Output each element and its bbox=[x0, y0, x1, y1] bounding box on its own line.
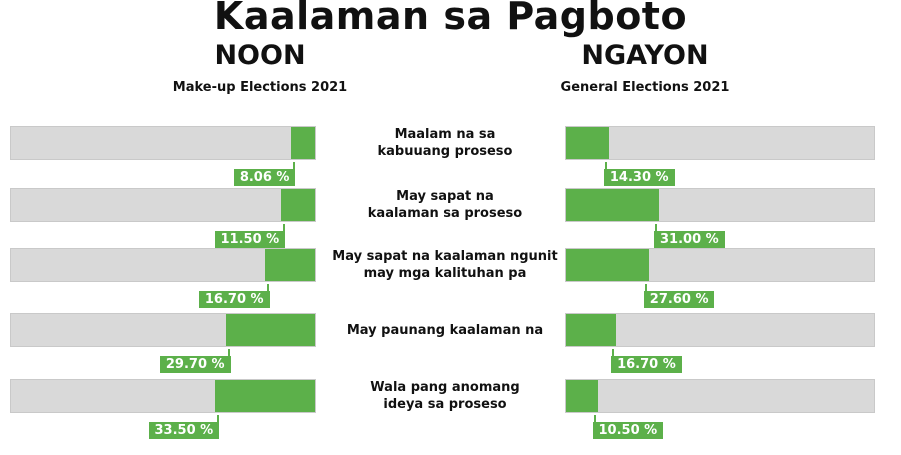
chart-title: Kaalaman sa Pagboto bbox=[213, 0, 688, 38]
ngayon-label-pointer bbox=[593, 415, 596, 423]
noon-bar bbox=[264, 249, 315, 281]
category-label: May paunang kaalaman na bbox=[320, 322, 570, 339]
category-label-line: May sapat na kaalaman ngunit bbox=[332, 249, 558, 264]
noon-bar-track bbox=[10, 188, 316, 222]
noon-label-pointer bbox=[266, 284, 269, 292]
ngayon-label-pointer bbox=[604, 162, 607, 170]
category-label-line: ideya sa proseso bbox=[383, 397, 507, 412]
category-label-line: Wala pang anomang bbox=[370, 380, 520, 395]
category-label: Wala pang anomang ideya sa proseso bbox=[320, 379, 570, 413]
ngayon-label-pointer bbox=[655, 224, 657, 232]
category-label: May sapat na kaalaman sa proseso bbox=[320, 188, 570, 222]
ngayon-bar-track bbox=[565, 188, 875, 222]
left-panel-subtitle: Make-up Elections 2021 bbox=[172, 80, 348, 95]
ngayon-bar-track bbox=[565, 313, 875, 347]
noon-label-pointer bbox=[227, 349, 230, 357]
ngayon-bar bbox=[566, 189, 659, 221]
ngayon-label-pointer bbox=[644, 284, 647, 292]
noon-label-pointer bbox=[282, 224, 285, 232]
noon-bar-track bbox=[10, 248, 316, 282]
right-panel-title: NGAYON bbox=[581, 40, 709, 71]
ngayon-value-label: 31.00 % bbox=[654, 231, 725, 248]
ngayon-bar bbox=[566, 127, 609, 159]
noon-bar-track bbox=[10, 313, 316, 347]
ngayon-bar-track bbox=[565, 248, 875, 282]
noon-bar-track bbox=[10, 126, 316, 160]
noon-bar bbox=[280, 189, 315, 221]
ngayon-value-label: 14.30 % bbox=[603, 169, 675, 186]
ngayon-value-label: 10.50 % bbox=[592, 422, 664, 439]
category-label: May sapat na kaalaman ngunit may mga kali… bbox=[320, 248, 570, 282]
ngayon-bar bbox=[566, 314, 617, 346]
category-label-line: may mga kalituhan pa bbox=[363, 266, 527, 281]
right-panel-subtitle: General Elections 2021 bbox=[560, 80, 730, 95]
category-label-line: Maalam na sa bbox=[394, 127, 496, 142]
ngayon-bar bbox=[566, 249, 649, 281]
ngayon-value-label: 27.60 % bbox=[643, 291, 715, 308]
ngayon-bar-track bbox=[565, 126, 875, 160]
noon-value-label: 8.06 % bbox=[233, 169, 296, 186]
category-label-line: May sapat na bbox=[396, 189, 494, 204]
ngayon-bar-track bbox=[565, 379, 875, 413]
ngayon-label-pointer bbox=[612, 349, 615, 357]
noon-label-pointer bbox=[216, 415, 219, 423]
category-label-line: kabuuang proseso bbox=[377, 144, 513, 159]
noon-bar bbox=[225, 314, 315, 346]
ngayon-value-label: 16.70 % bbox=[611, 356, 682, 373]
category-label: Maalam na sa kabuuang proseso bbox=[320, 126, 570, 160]
noon-value-label: 11.50 % bbox=[214, 231, 286, 248]
noon-value-label: 16.70 % bbox=[198, 291, 270, 308]
noon-bar bbox=[214, 380, 315, 412]
category-label-line: kaalaman sa proseso bbox=[367, 206, 523, 221]
left-panel-title: NOON bbox=[214, 40, 306, 71]
noon-bar-track bbox=[10, 379, 316, 413]
noon-label-pointer bbox=[292, 162, 295, 170]
ngayon-bar bbox=[566, 380, 598, 412]
noon-bar bbox=[290, 127, 315, 159]
noon-value-label: 33.50 % bbox=[148, 422, 220, 439]
category-label-line: May paunang kaalaman na bbox=[346, 322, 544, 338]
noon-value-label: 29.70 % bbox=[159, 356, 231, 373]
